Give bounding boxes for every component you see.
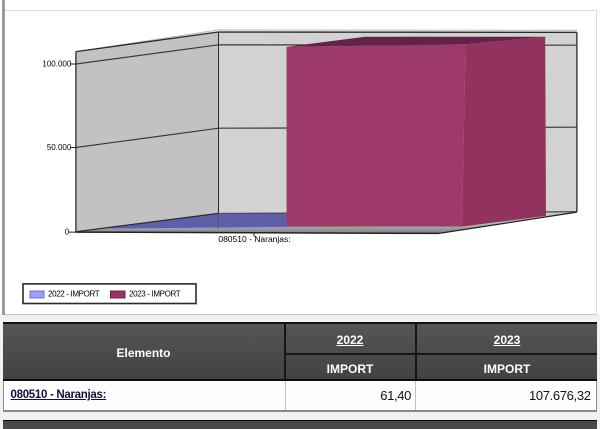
svg-text:2022 - IMPORT: 2022 - IMPORT: [48, 290, 100, 299]
svg-text:0: 0: [65, 227, 70, 236]
svg-text:50.000: 50.000: [47, 143, 72, 152]
svg-text:100.000: 100.000: [42, 60, 71, 69]
svg-text:080510 - Naranjas:: 080510 - Naranjas:: [218, 234, 290, 244]
svg-text:2023 - IMPORT: 2023 - IMPORT: [129, 290, 181, 299]
